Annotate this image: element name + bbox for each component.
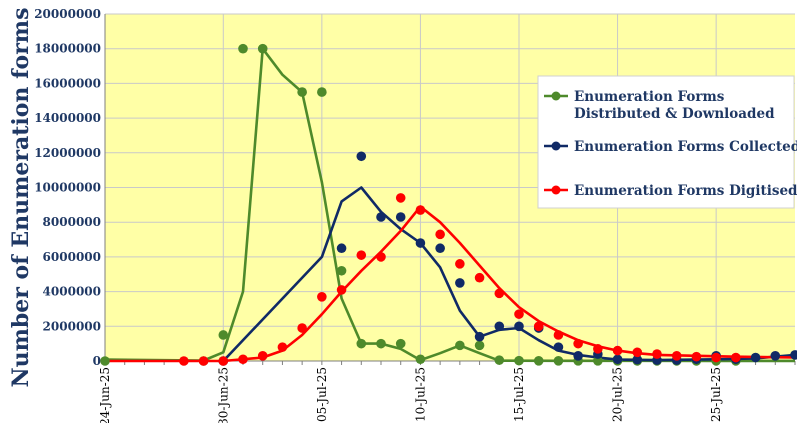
- y-tick-label: 20000000: [34, 7, 101, 21]
- series-2-point: [612, 354, 623, 365]
- series-2-point: [336, 243, 347, 254]
- series-2-point: [435, 243, 445, 254]
- series-2-point: [376, 212, 386, 222]
- series-1-point: [317, 87, 327, 97]
- series-2-point: [356, 151, 367, 162]
- series-3-point: [632, 347, 643, 358]
- series-2-point: [770, 350, 781, 361]
- series-1-point: [533, 356, 544, 366]
- series-2-point: [455, 278, 465, 288]
- x-tick-label: 15-Jul-25: [512, 367, 526, 422]
- series-3-point: [376, 252, 386, 262]
- series-3-point: [593, 344, 603, 354]
- series-3-point: [731, 352, 741, 363]
- y-tick-label: 0: [93, 354, 101, 368]
- series-3-point: [533, 321, 544, 332]
- x-tick-label: 30-Jun-25: [216, 367, 230, 423]
- y-tick-label: 2000000: [43, 319, 101, 333]
- series-2-point: [415, 238, 426, 248]
- series-1-point: [474, 340, 485, 351]
- legend-marker-2: [551, 141, 561, 151]
- y-tick-label: 8000000: [43, 215, 101, 229]
- series-1-point: [455, 340, 465, 351]
- series-2-point: [514, 321, 524, 332]
- series-3-point: [711, 352, 721, 363]
- series-2-point: [395, 212, 406, 222]
- series-2-point: [494, 321, 505, 332]
- series-2-point: [474, 331, 485, 342]
- series-1-point: [514, 355, 524, 366]
- series-3-point: [218, 356, 229, 366]
- series-3-point: [455, 259, 465, 269]
- series-3-point: [691, 351, 702, 362]
- series-3-point: [336, 285, 347, 295]
- y-tick-label: 6000000: [43, 250, 101, 264]
- series-3-point: [612, 345, 623, 356]
- x-tick-label: 05-Jul-25: [315, 367, 329, 422]
- series-3-point: [474, 272, 485, 283]
- series-3-point: [277, 342, 288, 352]
- legend-label-1: Enumeration Forms: [574, 89, 725, 105]
- series-3-point: [356, 250, 367, 260]
- legend-label-3: Enumeration Forms Digitised: [574, 183, 797, 199]
- x-tick-label: 10-Jul-25: [413, 367, 427, 422]
- y-tick-label: 18000000: [34, 42, 101, 56]
- series-1-point: [218, 330, 229, 340]
- series-1-point: [356, 338, 367, 349]
- series-2-point: [573, 350, 583, 361]
- series-2-point: [553, 342, 564, 352]
- series-3-point: [198, 356, 209, 366]
- series-3-point: [317, 292, 327, 302]
- y-tick-label: 10000000: [34, 181, 101, 195]
- series-1-point: [238, 43, 248, 54]
- series-1-point: [336, 265, 347, 276]
- legend-marker-1: [551, 91, 561, 101]
- legend-label-2: Enumeration Forms Collected: [574, 139, 797, 155]
- series-3-point: [257, 350, 268, 361]
- x-tick-label: 24-Jun-25: [98, 367, 112, 423]
- series-2-point: [632, 354, 643, 365]
- y-tick-label: 4000000: [43, 285, 101, 299]
- series-3-point: [652, 349, 662, 359]
- legend-box: [537, 75, 795, 209]
- series-3-point: [494, 288, 505, 299]
- series-3-point: [415, 205, 426, 215]
- series-1-point: [494, 355, 505, 365]
- legend-marker-3: [551, 185, 561, 195]
- series-1-point: [553, 356, 564, 366]
- y-tick-label: 16000000: [34, 76, 101, 90]
- series-3-point: [553, 330, 564, 340]
- series-1-point: [593, 356, 603, 366]
- series-3-point: [435, 229, 445, 240]
- series-3-point: [297, 323, 307, 333]
- series-3-point: [179, 356, 189, 366]
- y-tick-label: 12000000: [34, 146, 101, 160]
- y-axis-label: Number of Enumeration forms: [8, 8, 34, 388]
- series-1-point: [376, 338, 386, 349]
- x-tick-label: 20-Jul-25: [611, 367, 625, 422]
- series-2-point: [750, 352, 761, 363]
- series-1-point: [297, 87, 307, 97]
- series-1-point: [415, 354, 426, 365]
- series-3-point: [238, 354, 248, 365]
- series-2-point: [790, 350, 797, 360]
- y-tick-label: 14000000: [34, 111, 101, 125]
- series-1-point: [100, 356, 110, 366]
- series-1-point: [257, 43, 268, 54]
- series-3-point: [671, 350, 682, 361]
- series-3-point: [514, 309, 524, 319]
- series-3-point: [573, 338, 583, 349]
- x-tick-label: 25-Jul-25: [709, 367, 723, 422]
- series-3-point: [395, 193, 406, 203]
- legend-label-1-cont: Distributed & Downloaded: [574, 106, 775, 122]
- series-1-point: [395, 338, 406, 349]
